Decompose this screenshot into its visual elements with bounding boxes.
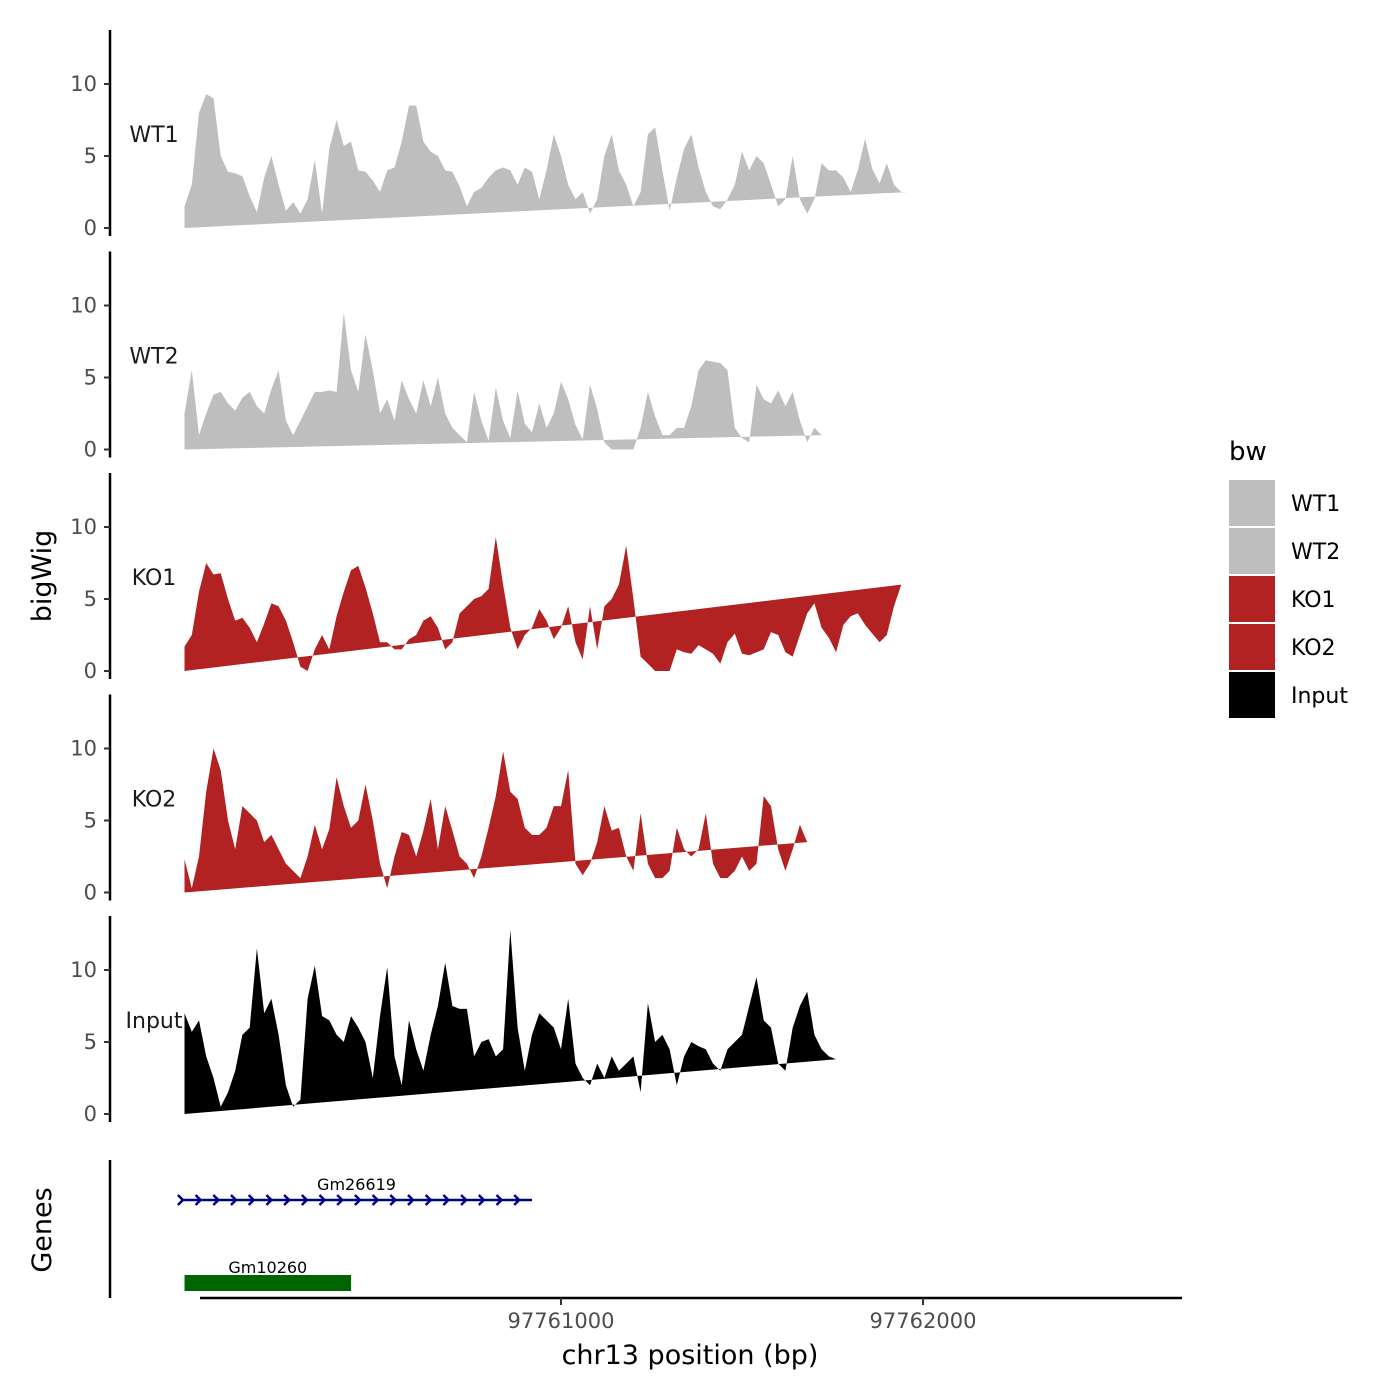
gene-gm26619: Gm26619: [177, 1175, 533, 1206]
genes-axis-title: Genes: [27, 1187, 58, 1272]
y-tick-label: 0: [84, 1102, 97, 1126]
legend-label: KO2: [1291, 636, 1336, 661]
legend-label: KO1: [1291, 588, 1336, 613]
coverage-area: [184, 94, 909, 228]
legend: bw WT1 WT2 KO1 KO2 Input: [1229, 437, 1348, 718]
strand-arrow: [336, 1194, 344, 1206]
y-tick-label: 10: [70, 958, 97, 982]
x-tick-label: 97761000: [508, 1309, 615, 1333]
track-ko2: 0 5 10 KO2: [70, 694, 808, 905]
legend-swatch: [1229, 480, 1275, 526]
legend-entry-wt1: WT1: [1229, 480, 1340, 526]
strand-arrow: [371, 1194, 380, 1206]
x-tick-label: 97762000: [870, 1309, 977, 1333]
legend-label: Input: [1291, 684, 1348, 709]
coverage-area: [184, 929, 837, 1114]
strand-arrow: [247, 1194, 256, 1206]
gene-label: Gm26619: [317, 1175, 396, 1194]
track-wt2: 0 5 10 WT2: [70, 251, 822, 462]
track-ko1: 0 5 10 KO1: [70, 473, 902, 683]
y-tick-label: 5: [84, 144, 97, 168]
legend-label: WT1: [1291, 492, 1340, 517]
gene-gm10260: Gm10260: [184, 1258, 352, 1291]
strand-arrow: [513, 1194, 521, 1206]
strand-arrow: [495, 1194, 504, 1206]
legend-swatch: [1229, 672, 1275, 718]
x-axis: 97761000 97762000: [200, 1296, 1182, 1333]
strand-arrow: [389, 1194, 398, 1206]
legend-swatch: [1229, 528, 1275, 574]
legend-title: bw: [1229, 437, 1267, 467]
strand-arrow: [407, 1194, 415, 1206]
y-tick-label: 10: [70, 737, 97, 761]
strand-arrow: [300, 1194, 309, 1206]
legend-swatch: [1229, 624, 1275, 670]
strand-arrow: [318, 1194, 327, 1206]
legend-entry-ko2: KO2: [1229, 624, 1336, 670]
y-tick-label: 0: [84, 216, 97, 240]
strand-arrow: [194, 1194, 203, 1206]
track-label: KO2: [132, 788, 177, 813]
strand-arrow: [212, 1194, 221, 1206]
y-tick-label: 10: [70, 515, 97, 539]
y-tick-label: 10: [70, 294, 97, 318]
strand-arrow: [230, 1194, 238, 1206]
legend-entry-ko1: KO1: [1229, 576, 1336, 622]
gene-track: Gm26619 Gm10260: [108, 1160, 533, 1298]
y-tick-label: 5: [84, 809, 97, 833]
legend-swatch: [1229, 576, 1275, 622]
legend-entry-input: Input: [1229, 672, 1348, 718]
bigwig-tracks: 0 5 10 WT1 0 5 10 WT2 0 5 10 KO1 0 5 10 KO2 0 5 10 Input: [70, 30, 909, 1126]
y-tick-label: 5: [84, 587, 97, 611]
track-label: WT1: [129, 123, 178, 148]
strand-arrow: [177, 1194, 185, 1206]
track-wt1: 0 5 10 WT1: [70, 30, 909, 240]
strand-arrow: [442, 1194, 451, 1206]
strand-arrow: [265, 1194, 274, 1206]
coverage-area: [184, 537, 902, 671]
strand-arrow: [477, 1194, 486, 1206]
coverage-area: [184, 748, 808, 893]
strand-arrow: [460, 1194, 468, 1206]
strand-arrow: [283, 1194, 291, 1206]
gene-label: Gm10260: [228, 1258, 307, 1277]
y-tick-label: 0: [84, 659, 97, 683]
y-axis-title: bigWig: [27, 530, 58, 623]
strand-arrow: [354, 1194, 362, 1206]
y-tick-label: 0: [84, 438, 97, 462]
y-tick-label: 5: [84, 366, 97, 390]
x-axis-title: chr13 position (bp): [562, 1340, 819, 1371]
track-input: 0 5 10 Input: [70, 916, 837, 1126]
y-tick-label: 10: [70, 72, 97, 96]
y-tick-label: 5: [84, 1030, 97, 1054]
track-label: Input: [126, 1009, 183, 1034]
y-tick-label: 0: [84, 881, 97, 905]
legend-label: WT2: [1291, 540, 1340, 565]
track-label: KO1: [132, 566, 177, 591]
strand-arrow: [424, 1194, 433, 1206]
legend-entry-wt2: WT2: [1229, 528, 1340, 574]
coverage-area: [184, 312, 822, 450]
gene-exon-block: [184, 1275, 352, 1291]
track-label: WT2: [129, 345, 178, 370]
